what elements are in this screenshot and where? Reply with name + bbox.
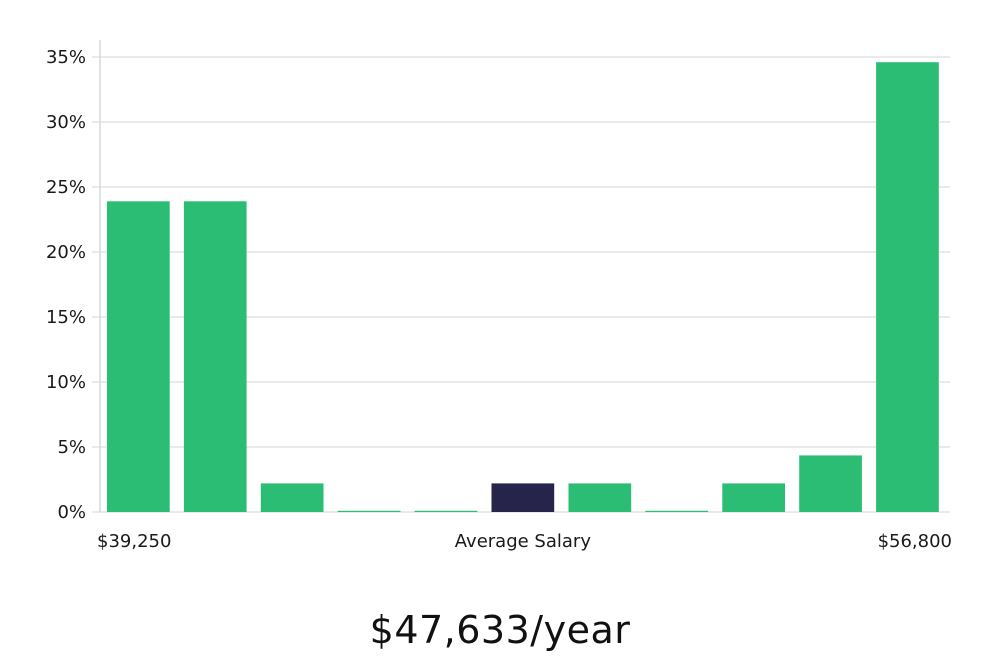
bar [260,483,324,512]
bar [645,510,709,512]
y-axis-ticks: 0% 5% 10% 15% 20% 25% 30% 35% [46,47,86,523]
bar [722,483,785,512]
bar [107,201,170,513]
bar [568,483,632,512]
salary-distribution-chart: 0% 5% 10% 15% 20% 25% 30% 35% $39,250 Average S… [46,40,952,552]
x-min-label: $39,250 [97,531,171,552]
bar [183,201,247,513]
bar-average-salary [491,483,555,512]
y-tick-label: 10% [46,372,86,393]
y-tick-label: 5% [57,437,86,458]
x-max-label: $56,800 [878,531,952,552]
y-tick-label: 30% [46,112,86,133]
bar [799,455,862,512]
y-tick-label: 20% [46,242,86,263]
bars [107,62,939,513]
x-axis-label: Average Salary [455,531,592,552]
bar [414,510,478,512]
y-tick-label: 15% [46,307,86,328]
bar [337,510,401,512]
y-tick-label: 0% [57,502,86,523]
y-tick-label: 25% [46,177,86,198]
average-salary-headline: $47,633/year [369,608,631,652]
bar [876,62,939,512]
y-tick-label: 35% [46,47,86,68]
